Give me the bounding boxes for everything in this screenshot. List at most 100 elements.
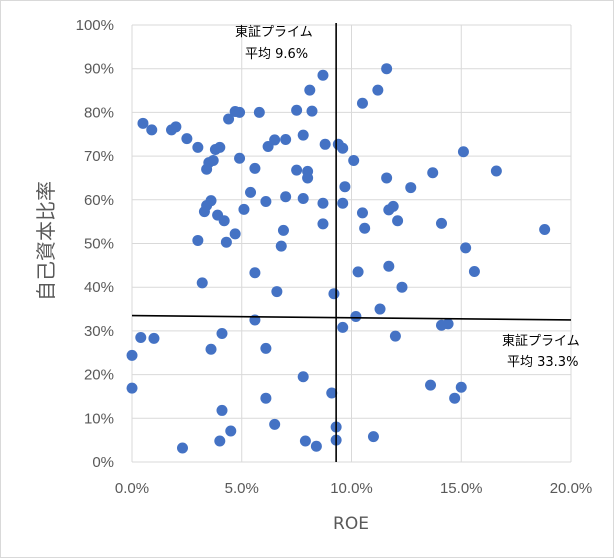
data-point xyxy=(234,106,246,118)
y-axis-title: 自己資本比率 xyxy=(34,181,58,301)
y-tick-label: 20% xyxy=(84,367,114,384)
data-point xyxy=(427,167,439,179)
data-point xyxy=(460,242,472,254)
data-point xyxy=(457,146,469,158)
data-point xyxy=(425,379,437,391)
data-point xyxy=(383,260,395,272)
data-point xyxy=(359,222,371,234)
data-point xyxy=(387,200,399,212)
data-point xyxy=(137,117,149,129)
x-tick-label: 10.0% xyxy=(330,480,373,497)
data-point xyxy=(205,343,217,355)
data-point xyxy=(389,330,401,342)
vertical-ref-label-line2: 平均 9.6% xyxy=(245,47,308,62)
y-tick-label: 10% xyxy=(84,410,114,427)
data-point xyxy=(405,182,417,194)
data-point xyxy=(260,342,272,354)
data-point xyxy=(326,387,338,399)
data-point xyxy=(181,133,193,145)
data-point xyxy=(201,163,213,175)
data-point xyxy=(392,215,404,227)
y-tick-label: 70% xyxy=(84,148,114,165)
data-point xyxy=(306,105,318,117)
data-point xyxy=(170,121,182,133)
x-tick-label: 0.0% xyxy=(115,480,149,497)
data-point xyxy=(260,196,272,208)
data-point xyxy=(126,349,138,361)
data-point xyxy=(192,234,204,246)
data-point xyxy=(356,97,368,109)
x-tick-label: 20.0% xyxy=(550,480,593,497)
data-point xyxy=(269,418,281,430)
data-point xyxy=(310,440,322,452)
x-tick-label: 5.0% xyxy=(225,480,259,497)
data-point xyxy=(328,288,340,300)
data-point xyxy=(225,425,237,437)
data-point xyxy=(317,197,329,209)
data-point xyxy=(297,129,309,141)
data-point xyxy=(223,113,235,125)
data-point xyxy=(319,138,331,150)
vertical-ref-label-line1: 東証プライム xyxy=(235,24,313,40)
y-tick-label: 60% xyxy=(84,192,114,209)
data-point xyxy=(339,181,351,193)
data-point xyxy=(198,206,210,218)
data-point xyxy=(205,195,217,207)
data-point xyxy=(337,197,349,209)
data-point xyxy=(126,382,138,394)
data-point xyxy=(135,331,147,343)
data-point xyxy=(216,404,228,416)
data-point xyxy=(269,134,281,146)
data-point xyxy=(260,392,272,404)
data-points xyxy=(126,63,551,454)
y-tick-label: 90% xyxy=(84,61,114,78)
data-point xyxy=(146,124,158,136)
data-point xyxy=(291,104,303,116)
y-tick-label: 0% xyxy=(92,454,114,471)
data-point xyxy=(214,435,226,447)
data-point xyxy=(216,328,228,340)
y-tick-label: 80% xyxy=(84,104,114,121)
data-point xyxy=(337,142,349,154)
data-point xyxy=(249,267,261,279)
data-point xyxy=(372,84,384,96)
data-point xyxy=(245,186,257,198)
data-point xyxy=(381,63,393,75)
data-point xyxy=(374,303,386,315)
data-point xyxy=(352,266,364,278)
gridlines xyxy=(131,24,572,463)
data-point xyxy=(196,277,208,289)
data-point xyxy=(297,371,309,383)
data-point xyxy=(192,141,204,153)
data-point xyxy=(234,152,246,164)
data-point xyxy=(455,381,467,393)
data-point xyxy=(348,154,360,166)
data-point xyxy=(490,165,502,177)
data-point xyxy=(280,191,292,203)
data-point xyxy=(277,224,289,236)
data-point xyxy=(214,141,226,153)
data-point xyxy=(218,215,230,227)
data-point xyxy=(539,224,551,236)
data-point xyxy=(396,281,408,293)
data-point xyxy=(317,218,329,230)
data-point xyxy=(356,207,368,219)
y-tick-label: 100% xyxy=(76,17,114,34)
data-point xyxy=(220,236,232,248)
data-point xyxy=(304,84,316,96)
data-point xyxy=(337,321,349,333)
reference-lines xyxy=(131,23,572,462)
data-point xyxy=(299,435,311,447)
data-point xyxy=(249,162,261,174)
data-point xyxy=(280,133,292,145)
horizontal-ref-line xyxy=(131,314,572,321)
data-point xyxy=(275,240,287,252)
y-tick-label: 40% xyxy=(84,279,114,296)
data-point xyxy=(367,431,379,443)
data-point xyxy=(229,228,241,240)
x-tick-label: 15.0% xyxy=(440,480,483,497)
data-point xyxy=(468,265,480,277)
data-point xyxy=(297,192,309,204)
